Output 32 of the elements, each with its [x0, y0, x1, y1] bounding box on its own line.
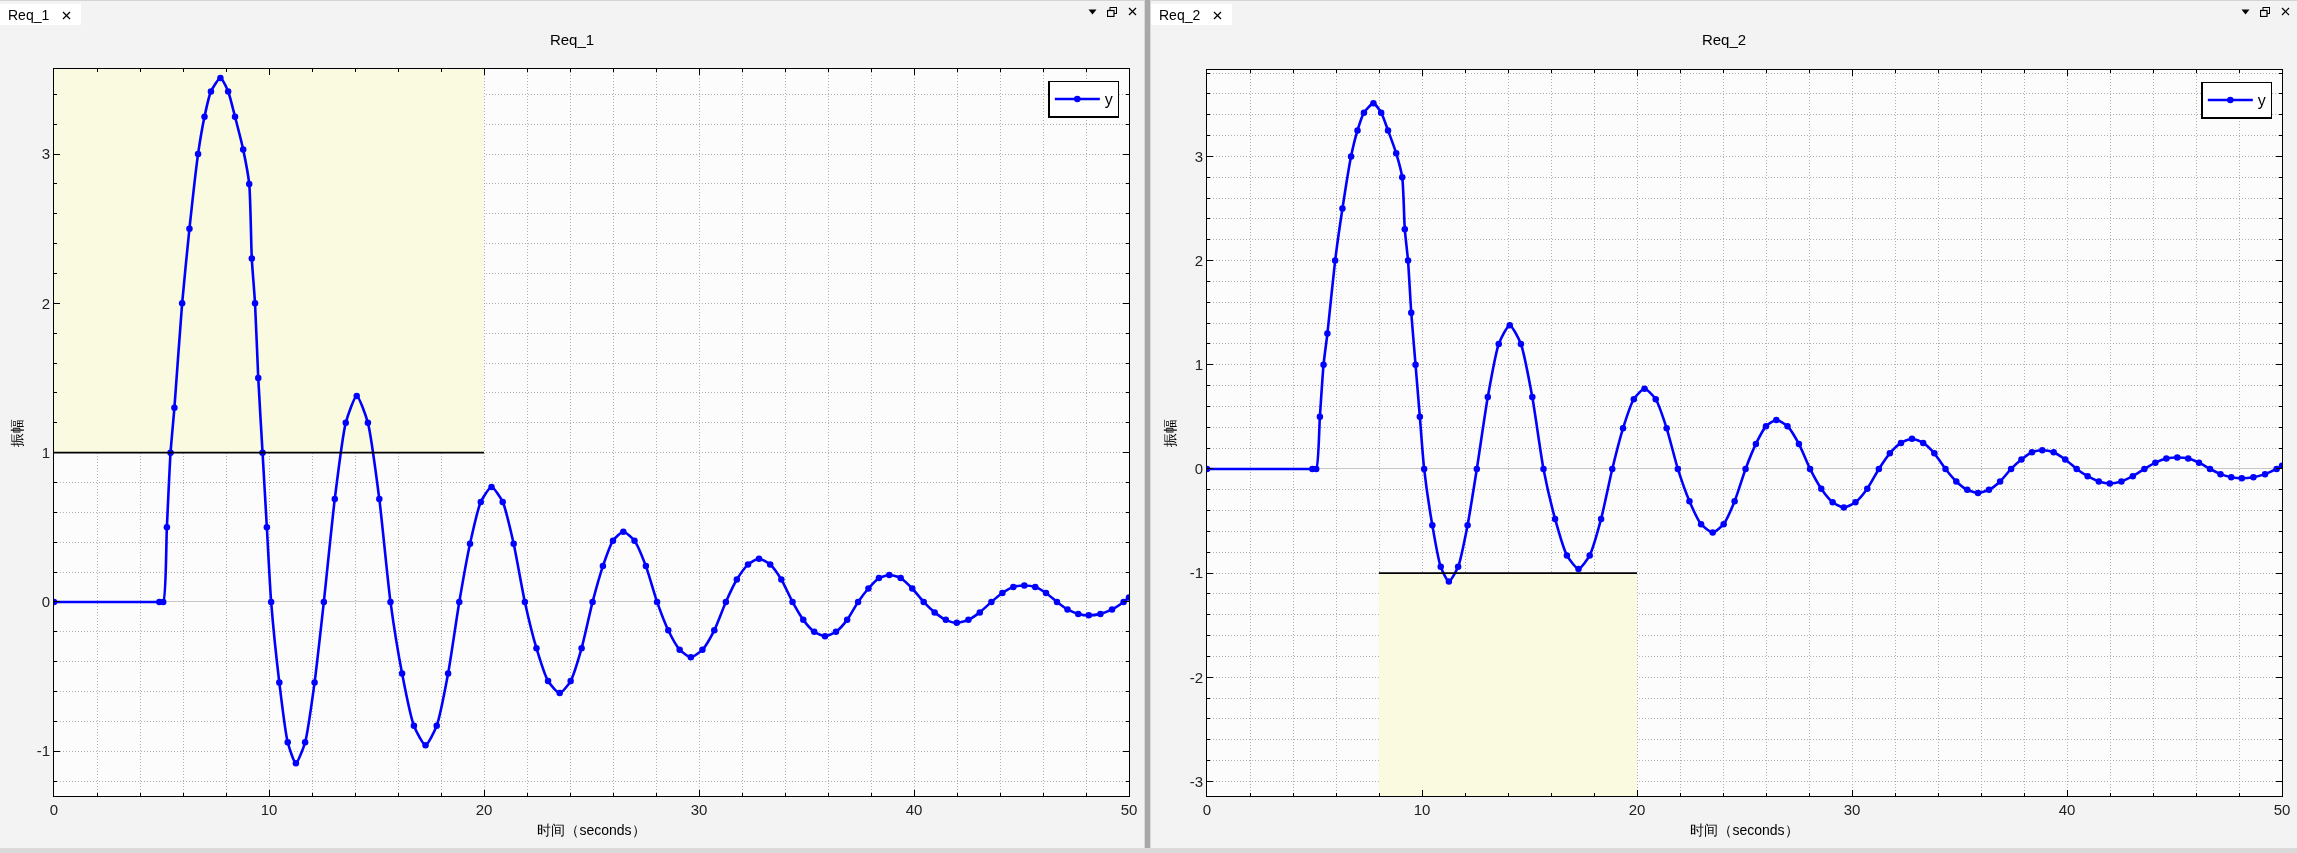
- x-tick-label: 20: [475, 801, 493, 818]
- x-tick-label: 10: [1413, 801, 1431, 818]
- y-axis-title: 振幅: [9, 418, 26, 447]
- x-tick-label: 50: [2273, 801, 2291, 818]
- legend-label: y: [2257, 92, 2266, 110]
- x-tick-label: 30: [1843, 801, 1861, 818]
- chart-title: Req_1: [549, 31, 595, 49]
- x-tick-label: 20: [1628, 801, 1646, 818]
- x-tick-label: 40: [905, 801, 923, 818]
- legend-label: y: [1104, 91, 1113, 109]
- chart-title: Req_2: [1159, 7, 1201, 23]
- y-tick-label: -1: [1189, 564, 1203, 582]
- chart-title: Req_1: [8, 7, 50, 23]
- y-tick-label: -3: [1189, 772, 1203, 790]
- x-tick-label: 50: [1120, 801, 1138, 818]
- y-axis-title: 振幅: [1162, 419, 1179, 447]
- y-tick-label: 3: [1194, 147, 1203, 165]
- x-axis-title: 时间（seconds）: [537, 822, 646, 839]
- y-tick-label: 2: [1194, 251, 1203, 269]
- chart-title: Req_2: [1701, 31, 1747, 49]
- y-tick-label: 1: [1194, 356, 1203, 374]
- x-tick-label: 40: [2058, 801, 2076, 818]
- x-axis-title: 时间（seconds）: [1690, 822, 1799, 839]
- y-tick-label: -1: [36, 742, 50, 760]
- y-tick-label: 0: [1194, 460, 1203, 478]
- y-tick-label: 2: [41, 294, 50, 312]
- y-tick-label: 0: [41, 593, 50, 611]
- y-tick-label: 1: [41, 443, 50, 461]
- x-tick-label: 10: [260, 801, 278, 818]
- y-tick-label: -2: [1189, 668, 1203, 686]
- x-tick-label: 30: [690, 801, 708, 818]
- y-tick-label: 3: [41, 145, 50, 163]
